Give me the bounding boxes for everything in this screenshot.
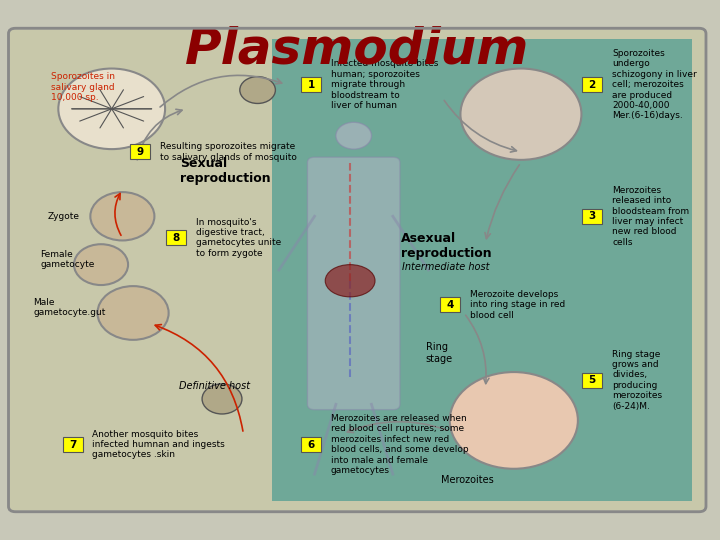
Text: In mosquito's
digestive tract,
gametocytes unite
to form zygote: In mosquito's digestive tract, gametocyt… bbox=[196, 218, 281, 258]
FancyBboxPatch shape bbox=[301, 437, 321, 452]
Text: 2: 2 bbox=[588, 80, 595, 90]
FancyBboxPatch shape bbox=[166, 230, 186, 245]
Ellipse shape bbox=[325, 265, 375, 297]
FancyBboxPatch shape bbox=[582, 77, 602, 92]
Circle shape bbox=[74, 244, 128, 285]
Circle shape bbox=[336, 122, 372, 149]
Text: Ring stage
grows and
divides,
producing
merozoites
(6-24)M.: Ring stage grows and divides, producing … bbox=[612, 349, 662, 410]
Text: Merozoites
released into
bloodsteam from
liver may infect
new red blood
cells: Merozoites released into bloodsteam from… bbox=[612, 186, 689, 247]
Text: Definitive host: Definitive host bbox=[179, 381, 251, 390]
Text: Intermediate host: Intermediate host bbox=[402, 262, 490, 272]
Circle shape bbox=[461, 69, 582, 160]
FancyBboxPatch shape bbox=[582, 373, 602, 388]
Text: Merozoites are released when
red blood cell ruptures; some
merozoites infect new: Merozoites are released when red blood c… bbox=[331, 414, 469, 475]
Text: Female
gametocyte: Female gametocyte bbox=[40, 249, 95, 269]
Text: Male
gametocyte.gut: Male gametocyte.gut bbox=[33, 298, 106, 318]
FancyBboxPatch shape bbox=[440, 298, 460, 313]
Text: Sporozoites
undergo
schizogony in liver
cell; merozoites
are produced
2000-40,00: Sporozoites undergo schizogony in liver … bbox=[612, 49, 697, 120]
Text: 8: 8 bbox=[172, 233, 179, 243]
Circle shape bbox=[240, 77, 275, 104]
Text: Asexual
reproduction: Asexual reproduction bbox=[401, 232, 492, 260]
Text: 6: 6 bbox=[307, 440, 315, 450]
FancyBboxPatch shape bbox=[301, 77, 321, 92]
FancyBboxPatch shape bbox=[9, 28, 706, 512]
Circle shape bbox=[450, 372, 578, 469]
Circle shape bbox=[202, 384, 242, 414]
FancyBboxPatch shape bbox=[272, 39, 692, 501]
Text: 1: 1 bbox=[307, 80, 315, 90]
FancyBboxPatch shape bbox=[130, 144, 150, 159]
Text: 7: 7 bbox=[69, 440, 76, 450]
Text: Infected mosquito bites
human; sporozoites
migrate through
bloodstream to
liver : Infected mosquito bites human; sporozoit… bbox=[331, 59, 438, 110]
Text: Merozoite develops
into ring stage in red
blood cell: Merozoite develops into ring stage in re… bbox=[469, 290, 565, 320]
Text: Ring
stage: Ring stage bbox=[426, 342, 453, 364]
Text: 3: 3 bbox=[588, 211, 595, 221]
Circle shape bbox=[90, 192, 154, 240]
Text: Another mosquito bites
infected humnan and ingests
gametocytes .skin: Another mosquito bites infected humnan a… bbox=[92, 430, 225, 460]
Text: Zygote: Zygote bbox=[48, 212, 80, 221]
Text: Resulting sporozoites migrate
to salivary glands of mosquito: Resulting sporozoites migrate to salivar… bbox=[160, 142, 297, 161]
FancyBboxPatch shape bbox=[582, 209, 602, 224]
FancyBboxPatch shape bbox=[307, 157, 400, 410]
Circle shape bbox=[58, 69, 165, 149]
Text: Plasmodium: Plasmodium bbox=[185, 25, 529, 73]
Text: Sporozoites in
salivary gland
10,000 sp.: Sporozoites in salivary gland 10,000 sp. bbox=[51, 72, 115, 102]
Circle shape bbox=[97, 286, 168, 340]
Text: 5: 5 bbox=[588, 375, 595, 385]
Text: 4: 4 bbox=[446, 300, 454, 310]
Text: Merozoites: Merozoites bbox=[441, 475, 494, 484]
FancyBboxPatch shape bbox=[63, 437, 83, 452]
Text: Sexual
reproduction: Sexual reproduction bbox=[180, 157, 271, 185]
Text: 9: 9 bbox=[137, 147, 144, 157]
